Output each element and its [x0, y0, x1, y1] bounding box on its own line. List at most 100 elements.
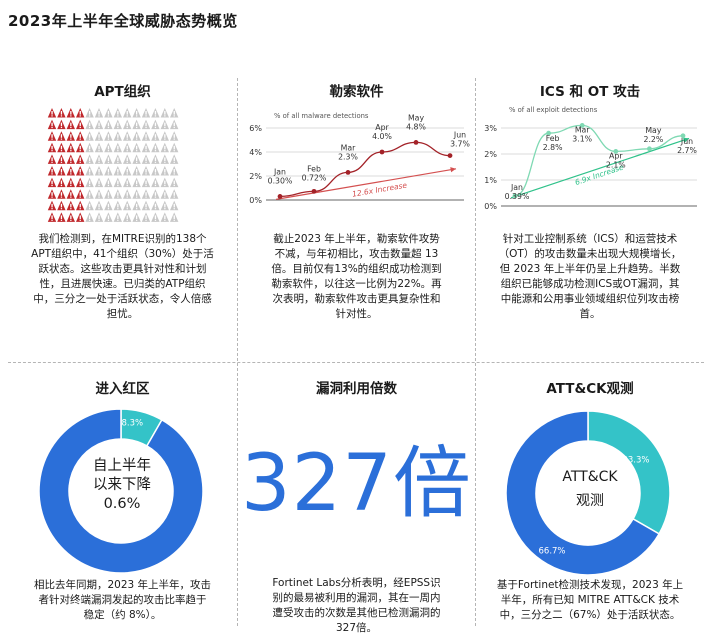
desc-line: 但 2023 年上半年仍呈上升趋势。半数 — [499, 263, 681, 275]
page-title: 2023年上半年全球威胁态势概览 — [8, 12, 238, 30]
panel-title: 进入红区 — [95, 381, 150, 397]
desc-line: 次表明，勒索软件攻击更具复杂性和 — [272, 293, 441, 305]
panel-description: Fortinet Labs分析表明，经EPSS识 别的最易被利用的漏洞，其在一周… — [244, 576, 469, 636]
active-apt-icon — [47, 108, 57, 118]
data-value-label: 2.3% — [338, 152, 358, 161]
active-apt-icon — [66, 142, 75, 153]
inactive-apt-icon — [113, 131, 122, 141]
desc-line: 截止2023 年上半年，勒索软件攻势 — [273, 233, 440, 245]
inactive-apt-icon — [113, 177, 122, 188]
active-apt-icon — [47, 142, 57, 153]
inactive-apt-icon — [85, 154, 94, 164]
panel-title: ICS 和 OT 攻击 — [539, 84, 641, 100]
x-category-label: Jan — [273, 167, 286, 176]
active-apt-icon — [47, 212, 57, 222]
panel-ics-ot: ICS 和 OT 攻击 % of all exploit detections 0… — [476, 78, 704, 362]
inactive-apt-icon — [94, 119, 104, 130]
panel-description: 基于Fortinet检测技术发现，2023 年上 半年，所有已知 MITRE A… — [478, 578, 702, 623]
inactive-apt-icon — [170, 154, 179, 164]
active-apt-icon — [57, 142, 66, 153]
inactive-apt-icon — [170, 189, 179, 199]
desc-line: 倍。目前仅有13%的组织成功检测到 — [271, 263, 442, 275]
active-apt-icon — [47, 166, 57, 176]
x-category-label: Apr — [609, 151, 623, 160]
inactive-apt-icon — [113, 200, 122, 211]
exploit-multiple-value: 327倍 — [241, 439, 472, 529]
inactive-apt-icon — [94, 154, 104, 164]
desc-line: 327倍。 — [335, 622, 378, 634]
active-apt-icon — [66, 154, 75, 164]
inactive-apt-icon — [160, 189, 169, 199]
data-point — [413, 140, 419, 145]
inactive-apt-icon — [85, 119, 94, 130]
inactive-apt-icon — [160, 154, 169, 164]
active-apt-icon — [76, 177, 85, 188]
active-apt-icon — [57, 212, 66, 222]
inactive-apt-icon — [132, 154, 141, 164]
desc-line: 勒索软件，以往这一比例为22%。再 — [271, 278, 442, 290]
data-value-label: 3.1% — [572, 134, 592, 143]
data-point — [613, 149, 619, 154]
active-apt-icon — [76, 131, 85, 141]
center-line: ATT&CK — [562, 469, 618, 485]
active-apt-icon — [66, 119, 75, 130]
inactive-apt-icon — [160, 200, 169, 211]
active-apt-icon — [57, 119, 66, 130]
desc-line: APT组织中，41个组织（30%）处于活 — [31, 248, 214, 260]
center-line: 观测 — [576, 493, 604, 509]
active-apt-icon — [57, 189, 66, 199]
inactive-apt-icon — [85, 166, 94, 176]
inactive-apt-icon — [104, 119, 113, 130]
data-value-label: 0.72% — [302, 173, 327, 182]
inactive-apt-icon — [170, 200, 179, 211]
active-apt-icon — [76, 212, 85, 222]
data-point — [277, 194, 283, 199]
active-apt-icon — [47, 119, 57, 130]
active-apt-icon — [57, 166, 66, 176]
inactive-apt-icon — [170, 119, 179, 130]
donut-slice — [505, 410, 661, 576]
desc-line: 针对工业控制系统（ICS）和运营技术 — [502, 233, 678, 245]
panel-exploit-multiple: 漏洞利用倍数 327倍 Fortinet Labs分析表明，经EPSS识 别的最… — [238, 363, 475, 636]
inactive-apt-icon — [123, 177, 132, 188]
inactive-apt-icon — [104, 177, 113, 188]
inactive-apt-icon — [151, 166, 160, 176]
inactive-apt-icon — [132, 200, 141, 211]
desc-line: 组织已能够成功检测ICS或OT漏洞，其 — [500, 278, 680, 290]
panel-description: 我们检测到，在MITRE识别的138个 APT组织中，41个组织（30%）处于活… — [12, 232, 233, 322]
donut-slice — [38, 408, 204, 574]
inactive-apt-icon — [94, 131, 104, 141]
active-apt-icon — [57, 108, 66, 118]
inactive-apt-icon — [132, 119, 141, 130]
inactive-apt-icon — [151, 142, 160, 153]
y-tick-label: 6% — [249, 124, 262, 133]
y-tick-label: 1% — [484, 176, 497, 185]
trend-arrowhead — [683, 137, 689, 143]
apt-waffle-chart — [47, 108, 179, 222]
inactive-apt-icon — [85, 142, 94, 153]
desc-line: 性，且进展快速。已归类的ATP组织 — [39, 278, 206, 290]
inactive-apt-icon — [123, 166, 132, 176]
inactive-apt-icon — [113, 166, 122, 176]
active-apt-icon — [66, 108, 75, 118]
inactive-apt-icon — [85, 131, 94, 141]
desc-line: 遭受攻击的次数是其他已检测漏洞的 — [272, 607, 441, 619]
inactive-apt-icon — [151, 154, 160, 164]
active-apt-icon — [47, 177, 57, 188]
inactive-apt-icon — [160, 108, 169, 118]
panel-apt: APT组织 我们检测到，在MITRE识别的138个 APT组织中，41个组织（3… — [8, 78, 237, 362]
inactive-apt-icon — [160, 142, 169, 153]
inactive-apt-icon — [160, 177, 169, 188]
inactive-apt-icon — [123, 200, 132, 211]
inactive-apt-icon — [104, 189, 113, 199]
y-tick-label: 3% — [484, 124, 497, 133]
x-category-label: May — [408, 113, 425, 122]
x-category-label: Apr — [375, 123, 389, 132]
center-line: 自上半年 — [93, 458, 151, 474]
attck-donut-chart: 33.3% 66.7% — [505, 410, 671, 576]
data-point — [447, 153, 453, 158]
data-value-label: 2.1% — [606, 160, 626, 169]
inactive-apt-icon — [160, 212, 169, 222]
desc-line: （OT）的攻击数量未出现大规模增长， — [498, 248, 682, 260]
active-apt-icon — [66, 177, 75, 188]
